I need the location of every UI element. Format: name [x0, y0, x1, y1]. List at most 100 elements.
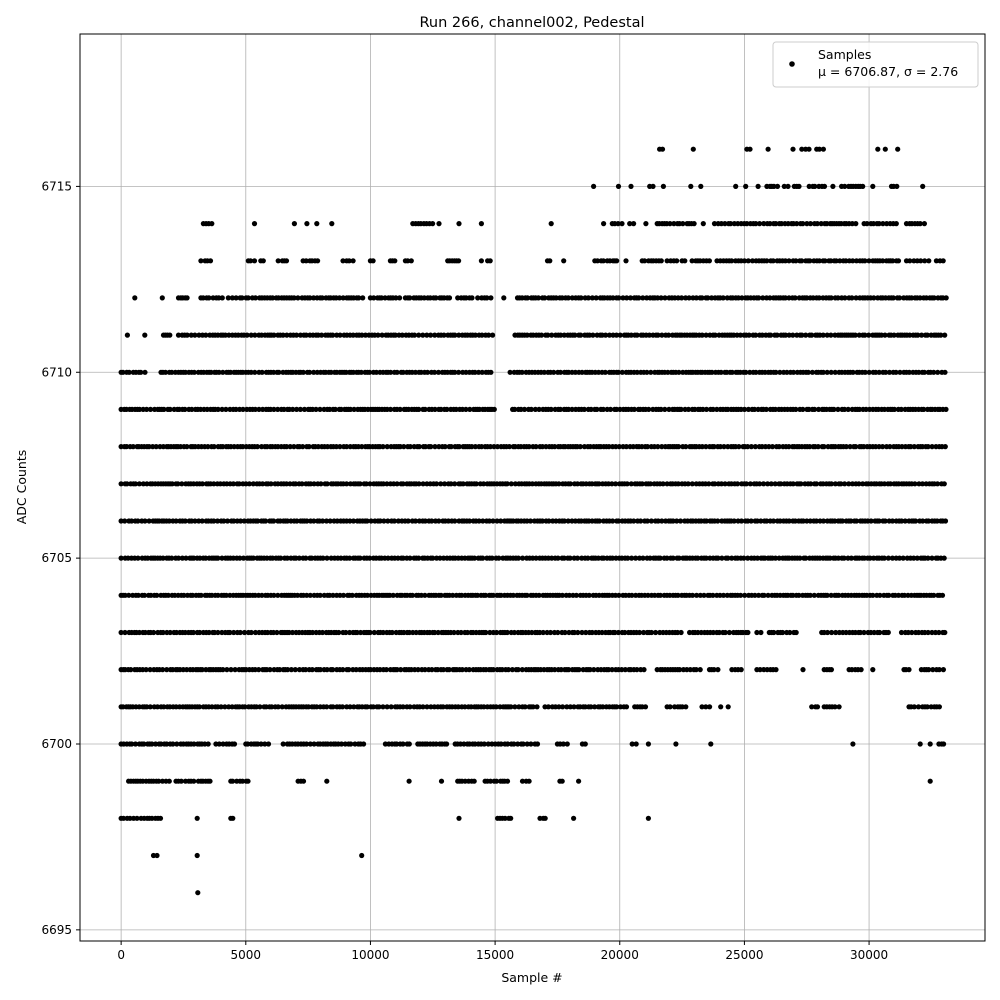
- data-point: [122, 629, 128, 636]
- data-point: [311, 518, 317, 524]
- data-point: [319, 332, 325, 338]
- data-point: [699, 295, 705, 301]
- data-point: [565, 295, 571, 301]
- data-point: [824, 629, 831, 636]
- data-point: [615, 183, 622, 189]
- data-point: [682, 258, 688, 264]
- data-point: [483, 629, 489, 636]
- data-point: [194, 815, 200, 821]
- data-point: [880, 221, 886, 227]
- data-point: [755, 183, 761, 189]
- data-point: [634, 667, 640, 673]
- data-point: [860, 481, 866, 487]
- data-point: [519, 667, 525, 673]
- data-point: [677, 518, 684, 524]
- data-point: [560, 704, 566, 710]
- data-point: [429, 667, 435, 673]
- data-point: [763, 406, 769, 412]
- data-point: [504, 778, 511, 784]
- data-point: [642, 704, 649, 710]
- data-point: [236, 481, 242, 487]
- data-point: [768, 481, 774, 487]
- data-point: [524, 592, 530, 598]
- data-point: [890, 295, 896, 301]
- data-point: [677, 667, 683, 673]
- data-point: [555, 555, 561, 561]
- data-point: [251, 258, 258, 264]
- data-point: [586, 592, 592, 598]
- data-point: [220, 667, 226, 673]
- y-axis-label: ADC Counts: [14, 450, 29, 525]
- data-point: [803, 332, 809, 338]
- data-point: [579, 629, 585, 636]
- data-point: [606, 332, 613, 338]
- data-point: [841, 406, 848, 412]
- data-point: [269, 704, 275, 710]
- data-point: [820, 369, 826, 375]
- data-point: [526, 778, 532, 784]
- data-point: [508, 704, 514, 710]
- data-point: [633, 555, 639, 561]
- data-point: [711, 444, 717, 450]
- data-point: [666, 332, 672, 338]
- data-point: [942, 629, 948, 636]
- data-point: [542, 815, 548, 821]
- data-point: [508, 481, 514, 487]
- data-point: [271, 592, 277, 598]
- data-point: [613, 332, 620, 338]
- data-point: [772, 555, 779, 561]
- data-point: [231, 629, 237, 636]
- data-point: [227, 629, 233, 636]
- data-point: [820, 146, 827, 152]
- data-point: [147, 704, 153, 710]
- data-point: [229, 295, 235, 301]
- data-point: [400, 369, 406, 375]
- data-point: [528, 741, 534, 747]
- data-point: [842, 183, 848, 189]
- data-point: [224, 667, 230, 673]
- data-point: [167, 629, 173, 636]
- data-point: [442, 481, 448, 487]
- data-point: [610, 295, 616, 301]
- data-point: [161, 704, 167, 710]
- data-point: [645, 592, 651, 598]
- data-point: [364, 704, 370, 710]
- data-point: [136, 481, 142, 487]
- data-point: [190, 629, 196, 636]
- data-point: [244, 332, 250, 338]
- data-point: [263, 518, 269, 524]
- data-point: [438, 481, 444, 487]
- data-point: [794, 221, 800, 227]
- data-point: [629, 555, 635, 561]
- data-point: [701, 592, 707, 598]
- data-point: [829, 629, 835, 636]
- data-point: [306, 444, 312, 450]
- data-point: [509, 667, 515, 673]
- data-point: [607, 406, 614, 412]
- data-point: [722, 629, 728, 636]
- data-point: [559, 778, 565, 784]
- data-point: [741, 555, 747, 561]
- data-point: [708, 741, 714, 747]
- data-point: [566, 592, 573, 598]
- data-point: [600, 258, 607, 264]
- data-point: [718, 481, 725, 487]
- data-point: [257, 704, 263, 710]
- data-point: [118, 481, 124, 487]
- data-point: [128, 667, 134, 673]
- data-point: [515, 741, 521, 747]
- data-point: [636, 629, 643, 636]
- data-point: [329, 221, 335, 227]
- data-point: [744, 221, 750, 227]
- data-point: [558, 332, 564, 338]
- data-point: [728, 221, 734, 227]
- data-point: [619, 667, 625, 673]
- data-point: [275, 592, 281, 598]
- data-point: [516, 704, 522, 710]
- data-point: [392, 258, 398, 264]
- data-point: [207, 258, 214, 264]
- data-point: [476, 518, 482, 524]
- data-point: [880, 258, 886, 264]
- data-point: [850, 258, 856, 264]
- data-point: [715, 555, 721, 561]
